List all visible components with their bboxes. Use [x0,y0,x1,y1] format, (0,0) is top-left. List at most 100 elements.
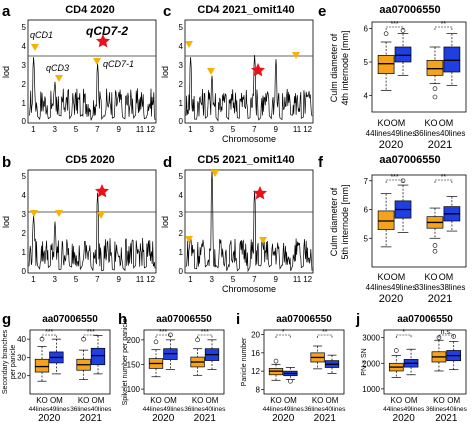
group-label: OM [326,396,339,405]
plot-frame [371,174,467,268]
svg-text:0: 0 [22,267,27,276]
qtl-arrow-marker [185,236,193,243]
y-tick-label: 3000 [362,334,380,343]
y-axis-label-line1: Spikelet number per panicle [122,319,129,406]
significance-bracket [41,334,57,338]
line-counts-2021: 36lines40lines [415,129,466,138]
boxplot-panel-f: f aa07006550 Culm diameter of 5th intern… [318,154,467,305]
year-label-2020: 2020 [379,293,403,305]
box-body [377,54,395,75]
box-outlier [432,243,438,248]
year-label: 2020 [393,413,416,423]
svg-text:1: 1 [22,99,27,108]
qtl-arrow-marker [292,52,300,59]
panel-letter: c [163,3,171,20]
svg-text:3: 3 [179,210,184,219]
significance-label: ** [441,174,447,181]
marker-title: aa07006550 [156,314,212,325]
group-label-ko: KO [377,118,390,128]
group-label: KO [150,396,162,405]
panel-letter: f [318,154,324,171]
panel-title: CD5 2020 [65,154,115,166]
svg-text:5: 5 [179,23,184,32]
qtl-arrow-marker [55,75,63,82]
group-label: KO [270,396,282,405]
marker-title: aa07006550 [379,154,440,166]
significance-bracket [385,179,404,183]
chromosome-tick-label: 9 [116,275,121,284]
chromosome-tick-label: 9 [273,275,278,284]
qtl-label-qcd7-2: qCD7-2 [86,24,128,38]
y-tick-label: 5 [364,234,369,243]
line-counts-2021: 33lines38lines [415,283,466,292]
qtl-arrow-marker [211,170,219,177]
chromosome-tick-label: 3 [209,125,214,134]
group-label: OM [50,396,63,405]
x-axis-footer: KO OM KO OM44lines49lines202036lines40lines… [143,396,227,423]
boxplot-panel-g: g aa07006550 Secondary branches per pani… [2,311,112,423]
significance-label: ** [441,21,447,28]
box-outlier [288,378,293,384]
plot-frame [143,329,225,395]
line-counts: 44lines49lines [263,406,305,413]
significance-label: *** [201,329,209,336]
group-label: KO [192,396,204,405]
significance-label: *** [87,329,95,336]
group-label: KO [433,396,445,405]
group-label: KO [36,396,48,405]
box-outlier [393,348,399,353]
group-label-om: OM [391,272,406,282]
year-label: 2021 [80,413,103,423]
chromosome-tick-label: 5 [74,125,79,134]
year-label: 2020 [272,413,295,423]
significance-label: *** [390,174,398,181]
chromosome-ticks: 1 3 5 7 9 11 12 [31,125,156,134]
y-tick-label: 4 [364,91,369,100]
panel-letter: i [236,311,240,328]
svg-text:1: 1 [179,248,184,257]
plot-frame [29,329,111,395]
y-tick-label: 200 [127,336,141,345]
box-outlier [383,31,389,36]
qtl-arrow-marker [185,41,193,48]
year-label-2021: 2021 [428,293,452,305]
group-label-om: OM [439,118,454,128]
y-axis-label-line2: per panicle [10,345,17,379]
line-counts-2020: 44lines49lines [366,283,417,292]
box-outlier [432,248,438,254]
significance-bracket [438,334,454,338]
svg-text:1: 1 [179,99,184,108]
plot-frame [371,21,467,113]
marker-title: aa07006550 [42,314,98,325]
box-body [90,347,106,366]
chromosome-tick-label: 1 [31,275,36,284]
panel-letter: b [2,154,11,171]
chromosome-ticks: 1 3 5 7 9 11 12 [188,275,313,284]
line-counts: 36lines40lines [426,406,468,413]
y-tick-label: 1000 [362,385,380,394]
svg-text:5: 5 [22,172,27,181]
chromosome-tick-label: 12 [303,275,312,284]
y-tick-label: 100 [127,385,141,394]
svg-text:2: 2 [22,80,27,89]
significance-label: * [402,329,405,336]
boxplot-panel-e: e aa07006550 Culm diameter of 4th intern… [318,3,467,151]
svg-text:5: 5 [22,23,27,32]
chromosome-tick-label: 11 [293,125,302,134]
box-content: 100 150 200 *** *** [127,329,225,395]
x-axis-footer: KO OM KO OM44lines49lines202036lines40lines… [263,396,347,423]
svg-text:5: 5 [179,172,184,181]
group-label: OM [92,396,105,405]
year-label: 2021 [435,413,458,423]
chromosome-tick-label: 3 [209,275,214,284]
plot-frame [263,329,345,395]
x-axis-footer: KO OM KO OM44lines49lines202036lines40lines… [29,396,113,423]
qtl-arrow-marker [55,210,63,217]
x-axis-footer: KO OM KO OM44lines49lines202036lines40lines… [383,396,468,423]
lod-y-ticks: 0 1 2 3 4 5 [179,172,184,276]
line-counts: 36lines40lines [70,406,112,413]
group-label: OM [164,396,177,405]
chromosome-tick-label: 5 [231,275,236,284]
